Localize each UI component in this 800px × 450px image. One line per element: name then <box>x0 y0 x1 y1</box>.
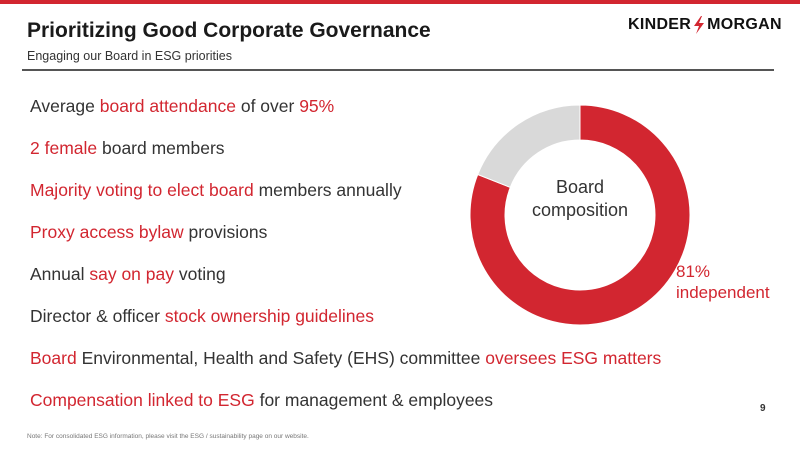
page-subtitle: Engaging our Board in ESG priorities <box>27 49 232 63</box>
board-composition-donut-chart <box>469 104 691 326</box>
bullet-text: board members <box>97 138 225 158</box>
bullet-text: voting <box>174 264 226 284</box>
logo-text-right: MORGAN <box>707 16 782 33</box>
bullet-highlight-text: board attendance <box>99 96 236 116</box>
bullet-text: for management & employees <box>254 390 494 410</box>
donut-slice-other <box>477 104 581 189</box>
logo-text-left: KINDER <box>628 16 692 33</box>
bullet-highlight-text: Compensation linked to ESG <box>30 390 255 410</box>
bullet-highlight-text: Board <box>30 348 77 368</box>
bullet-text: of over <box>235 96 300 116</box>
chart-center-label-line1: Board <box>555 177 605 197</box>
bullet-item: Director & officer stock ownership guide… <box>30 305 661 347</box>
chart-center-label: Board composition <box>500 176 660 222</box>
bullet-highlight-text: say on pay <box>89 264 174 284</box>
bullet-highlight-text: 95% <box>299 96 335 116</box>
header-divider <box>22 69 774 71</box>
bullet-highlight-text: 2 female <box>30 138 98 158</box>
bullet-text: Environmental, Health and Safety (EHS) c… <box>76 348 486 368</box>
bullet-item: Average board attendance of over 95% <box>30 95 661 137</box>
bullet-highlight-text: Majority voting to elect board <box>30 180 254 200</box>
independent-share-label: 81% independent <box>676 261 770 303</box>
bullet-item: Compensation linked to ESG for managemen… <box>30 389 661 431</box>
bullet-item: Majority voting to elect board members a… <box>30 179 661 221</box>
bullet-text: members annually <box>253 180 402 200</box>
bullet-highlight-text: oversees ESG matters <box>485 348 662 368</box>
bullet-item: Proxy access bylaw provisions <box>30 221 661 263</box>
bullet-highlight-text: stock ownership guidelines <box>164 306 375 326</box>
lightning-bolt-icon <box>692 16 706 34</box>
bullet-item: 2 female board members <box>30 137 661 179</box>
donut-slice-independent <box>469 104 691 326</box>
footnote: Note: For consolidated ESG information, … <box>27 433 309 440</box>
independent-share-text: independent <box>676 283 770 302</box>
bullet-text: provisions <box>183 222 268 242</box>
bullet-text: Annual <box>30 264 90 284</box>
page-title: Prioritizing Good Corporate Governance <box>27 19 431 42</box>
bullet-item: Board Environmental, Health and Safety (… <box>30 347 661 389</box>
bullet-text: Average <box>30 96 100 116</box>
page-number: 9 <box>760 403 766 414</box>
chart-center-label-line2: composition <box>531 200 629 220</box>
company-logo: KINDER MORGAN <box>628 16 782 34</box>
independent-share-value: 81% <box>676 262 711 281</box>
bullet-text: Director & officer <box>30 306 165 326</box>
governance-bullet-list: Average board attendance of over 95% 2 fe… <box>30 95 661 431</box>
top-accent-rule <box>0 0 800 4</box>
bullet-item: Annual say on pay voting <box>30 263 661 305</box>
bullet-highlight-text: Proxy access bylaw <box>30 222 184 242</box>
